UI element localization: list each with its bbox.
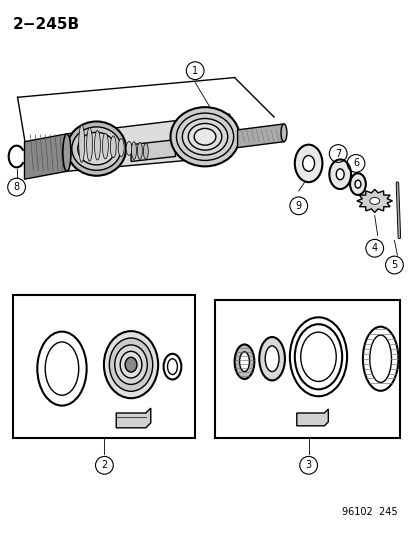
Text: 8: 8 bbox=[14, 182, 19, 192]
Ellipse shape bbox=[86, 128, 93, 161]
Polygon shape bbox=[116, 408, 150, 428]
Text: 1: 1 bbox=[192, 66, 198, 76]
Ellipse shape bbox=[78, 132, 115, 165]
Polygon shape bbox=[356, 189, 392, 213]
Ellipse shape bbox=[265, 346, 278, 372]
Ellipse shape bbox=[114, 345, 147, 384]
Ellipse shape bbox=[328, 159, 350, 189]
Ellipse shape bbox=[176, 113, 233, 160]
Ellipse shape bbox=[167, 359, 177, 375]
Polygon shape bbox=[24, 134, 67, 179]
Polygon shape bbox=[237, 124, 283, 148]
Text: 96102  245: 96102 245 bbox=[341, 506, 396, 516]
Ellipse shape bbox=[67, 122, 126, 176]
Bar bbox=[13, 295, 195, 438]
Text: 2: 2 bbox=[101, 461, 107, 470]
Ellipse shape bbox=[280, 124, 286, 142]
Ellipse shape bbox=[102, 133, 108, 159]
Ellipse shape bbox=[143, 143, 148, 159]
Ellipse shape bbox=[302, 156, 314, 171]
Text: 6: 6 bbox=[352, 158, 358, 168]
Text: 4: 4 bbox=[371, 243, 377, 253]
Text: 5: 5 bbox=[390, 260, 396, 270]
Polygon shape bbox=[296, 409, 328, 426]
Text: 9: 9 bbox=[295, 201, 301, 211]
Ellipse shape bbox=[239, 352, 249, 372]
Ellipse shape bbox=[369, 197, 379, 204]
Bar bbox=[214, 300, 399, 438]
Ellipse shape bbox=[120, 351, 142, 378]
Ellipse shape bbox=[37, 332, 86, 406]
Text: 7: 7 bbox=[334, 149, 340, 158]
Ellipse shape bbox=[294, 144, 322, 182]
Ellipse shape bbox=[289, 317, 346, 396]
Ellipse shape bbox=[118, 139, 124, 157]
Polygon shape bbox=[131, 140, 175, 161]
Ellipse shape bbox=[182, 118, 227, 155]
Text: 3: 3 bbox=[305, 461, 311, 470]
Ellipse shape bbox=[369, 335, 391, 382]
Ellipse shape bbox=[170, 107, 239, 166]
Ellipse shape bbox=[94, 131, 100, 160]
Ellipse shape bbox=[126, 141, 132, 155]
Ellipse shape bbox=[72, 127, 121, 171]
Ellipse shape bbox=[63, 134, 71, 171]
Ellipse shape bbox=[163, 354, 181, 379]
Ellipse shape bbox=[104, 331, 158, 398]
Ellipse shape bbox=[234, 344, 254, 379]
Ellipse shape bbox=[125, 357, 137, 372]
Ellipse shape bbox=[110, 136, 116, 158]
Ellipse shape bbox=[300, 332, 335, 382]
Ellipse shape bbox=[294, 324, 341, 389]
Ellipse shape bbox=[354, 180, 360, 188]
Ellipse shape bbox=[45, 342, 78, 395]
Polygon shape bbox=[67, 114, 229, 171]
Ellipse shape bbox=[349, 173, 365, 195]
Ellipse shape bbox=[63, 134, 71, 171]
Ellipse shape bbox=[188, 124, 221, 150]
Text: 2−245B: 2−245B bbox=[13, 18, 80, 33]
Ellipse shape bbox=[335, 169, 343, 180]
Ellipse shape bbox=[109, 338, 152, 391]
Ellipse shape bbox=[137, 142, 142, 159]
Ellipse shape bbox=[194, 128, 215, 145]
Ellipse shape bbox=[362, 327, 397, 391]
Ellipse shape bbox=[78, 125, 85, 163]
Ellipse shape bbox=[259, 337, 284, 381]
Ellipse shape bbox=[131, 142, 136, 159]
